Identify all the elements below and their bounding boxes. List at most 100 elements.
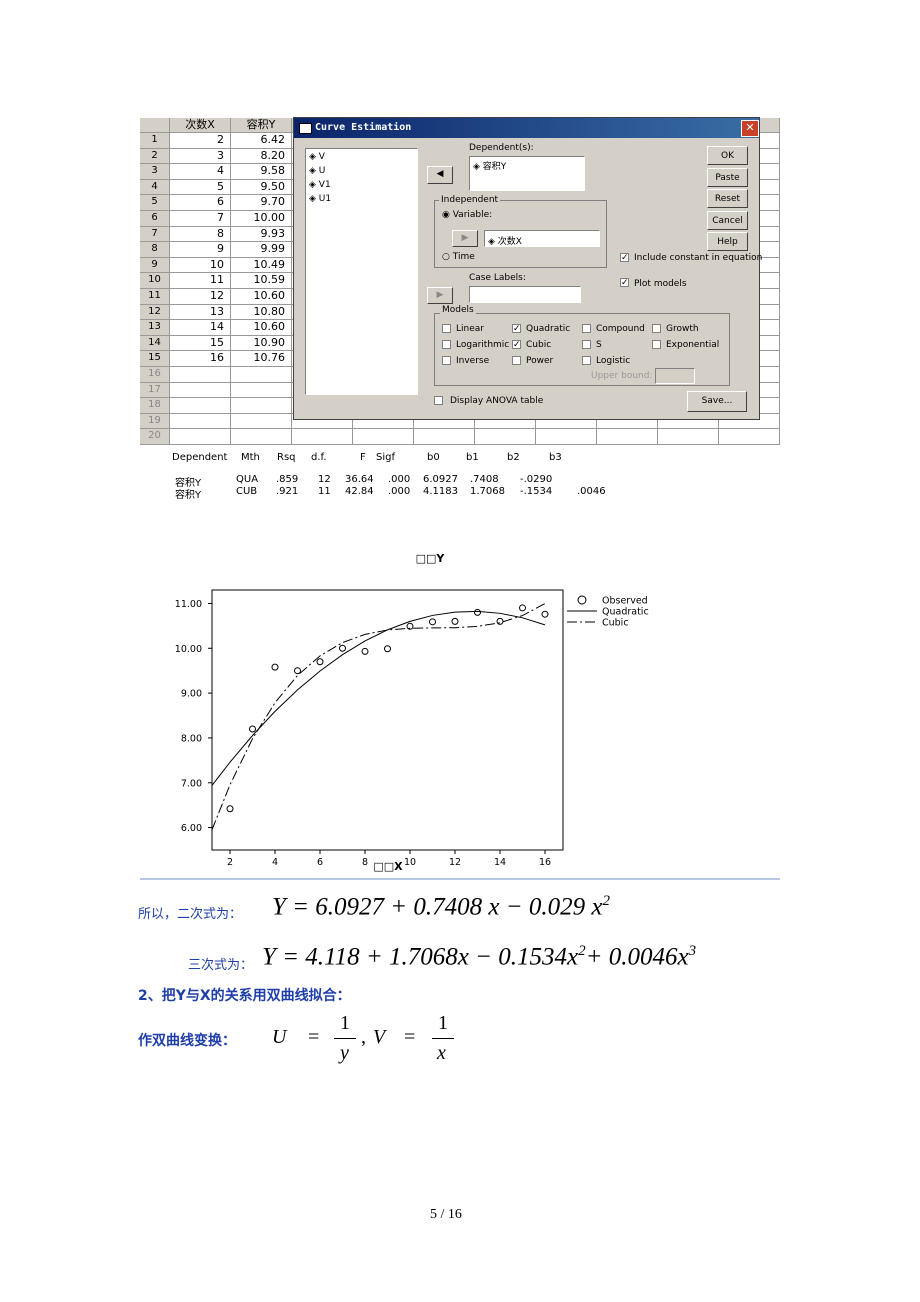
x-tick-label: 2 (227, 857, 233, 868)
button[interactable]: OK (707, 146, 748, 165)
cell: 9 (170, 242, 231, 258)
data-point (294, 667, 301, 675)
arrow-button[interactable]: ◀ (427, 166, 453, 184)
formula: Y = 6.0927 + 0.7408 x − 0.029 x2 (272, 893, 610, 921)
text: 容积Y (482, 162, 507, 172)
button[interactable]: Save... (687, 391, 747, 412)
cell (170, 429, 231, 445)
button[interactable]: Reset (707, 189, 748, 208)
cell (414, 429, 475, 445)
model-label: Logarithmic (456, 340, 510, 350)
text: V1 (318, 180, 331, 190)
data-point (316, 658, 324, 666)
output-cell: 11 (318, 486, 331, 497)
radio[interactable]: ◉ Variable: (442, 210, 493, 220)
cell (597, 429, 658, 445)
cell: 12 (170, 289, 231, 305)
checkbox[interactable]: ✓ (620, 253, 629, 263)
y-tick-label: 7.00 (181, 778, 202, 789)
label: Upper bound: (591, 371, 653, 381)
checkbox[interactable] (582, 324, 591, 333)
cell (719, 413, 780, 430)
cell (597, 413, 658, 430)
button[interactable]: Paste (707, 167, 748, 187)
checkbox[interactable]: ✓ (512, 324, 521, 334)
output-cell: CUB (236, 486, 258, 497)
cell (658, 413, 719, 430)
row-number: 11 (140, 289, 170, 305)
column-header: 容积Y (231, 118, 292, 133)
data-point (496, 617, 504, 625)
cell (170, 398, 231, 414)
cell: 7 (170, 211, 231, 227)
output-cell: 42.84 (345, 486, 374, 497)
model-label: Cubic (526, 340, 552, 350)
cell: 16 (170, 351, 231, 367)
data-point (271, 663, 279, 671)
row-number: 13 (140, 320, 170, 336)
output-header: b2 (507, 452, 520, 463)
checkbox[interactable]: ✓ (512, 340, 521, 350)
checkbox[interactable] (652, 340, 661, 349)
data-point (429, 618, 436, 626)
output-header: d.f. (311, 452, 327, 463)
row-number: 15 (140, 351, 170, 367)
curve (211, 603, 546, 830)
checkbox[interactable] (512, 356, 521, 365)
row-number: 19 (140, 413, 170, 430)
text: Time (452, 252, 475, 262)
checkbox[interactable]: ✓ (620, 278, 629, 288)
cell: 9.70 (231, 195, 292, 211)
variable: ◈ U (309, 166, 326, 176)
variable-list: ◈ V ◈ U ◈ V1 ◈ U1 (305, 148, 418, 395)
chart-title: □□Y (416, 552, 446, 565)
x-tick-label: 6 (317, 857, 323, 868)
button[interactable]: Help (707, 232, 748, 251)
close-button[interactable]: ✕ (741, 120, 759, 137)
cell: 10.90 (231, 335, 292, 352)
checkbox[interactable] (582, 356, 591, 365)
model-label: Inverse (456, 356, 490, 366)
data-point (226, 805, 234, 813)
output-cell: -.1534 (520, 486, 553, 497)
checkbox[interactable] (434, 396, 443, 405)
y-tick-label: 11.00 (175, 599, 202, 610)
cell (353, 429, 414, 445)
output-header: b3 (549, 452, 562, 463)
output-header: Rsq (277, 452, 296, 463)
heading: 2、把Y与X的关系用双曲线拟合： (138, 988, 351, 1004)
arrow-button[interactable]: ▶ (427, 287, 453, 304)
row-number: 20 (140, 429, 170, 445)
button[interactable]: Cancel (707, 210, 748, 230)
checkbox[interactable] (442, 356, 451, 365)
arrow-button[interactable]: ▶ (452, 230, 478, 247)
cell: 6.42 (231, 133, 292, 149)
data-point (361, 647, 369, 655)
row-number: 10 (140, 273, 170, 289)
x-tick-label: 4 (272, 857, 278, 868)
text: U1 (318, 194, 332, 204)
variable: ◈ V (309, 152, 325, 162)
formula: Y = 4.118 + 1.7068x − 0.1534x2+ 0.0046x3 (262, 943, 696, 971)
cell: 10.60 (231, 289, 292, 305)
checkbox[interactable] (442, 340, 451, 349)
model-label: S (596, 340, 602, 350)
symbol: = (308, 1026, 320, 1048)
output-header: Sigf (376, 452, 395, 463)
checkbox[interactable] (652, 324, 661, 333)
y-tick-label: 9.00 (181, 689, 202, 700)
output-header: Dependent (172, 452, 228, 463)
radio[interactable]: ○ Time (442, 252, 475, 262)
text: 次数X (497, 237, 522, 247)
label: Dependent(s): (469, 143, 534, 153)
model-label: Compound (596, 324, 645, 334)
output-cell: .859 (276, 474, 299, 485)
cell: 9.50 (231, 179, 292, 196)
y-tick-label: 8.00 (181, 733, 202, 744)
cell (170, 382, 231, 399)
variable: ◈ V1 (309, 180, 331, 190)
checkbox[interactable] (582, 340, 591, 349)
checkbox[interactable] (442, 324, 451, 333)
cell: 9.99 (231, 242, 292, 258)
output-cell: .921 (276, 486, 299, 497)
